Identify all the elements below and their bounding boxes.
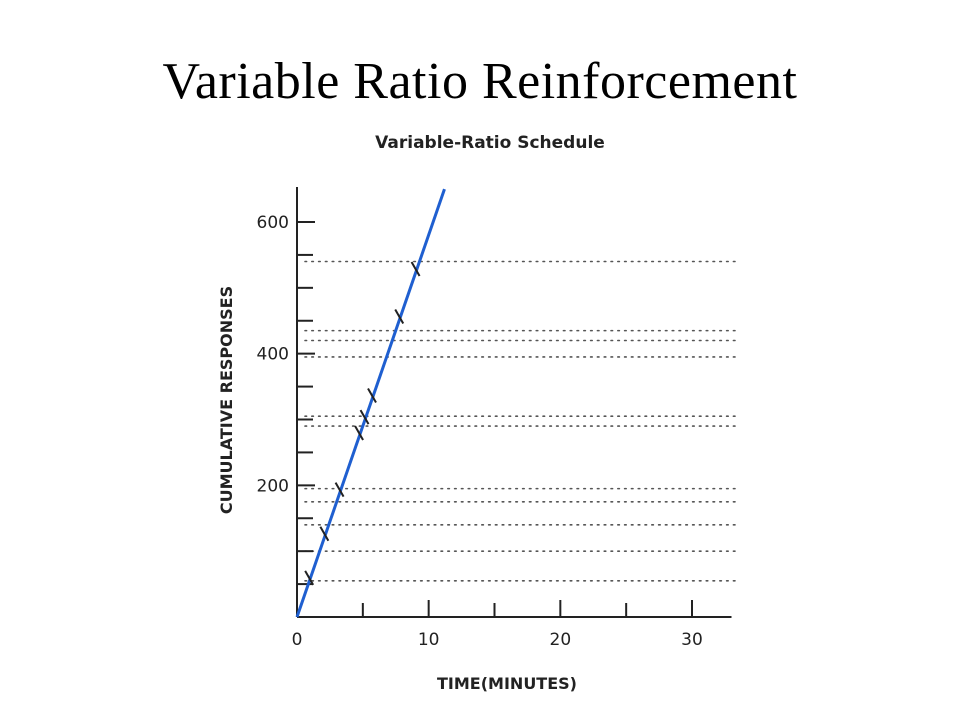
x-tick-label: 30 — [681, 630, 703, 650]
x-axis-label: TIME(MINUTES) — [437, 674, 577, 693]
chart-axes — [296, 187, 732, 618]
x-tick-label: 0 — [292, 630, 303, 650]
reinforcement-mark — [354, 425, 364, 441]
y-tick-label: 400 — [257, 345, 289, 365]
y-tick-label: 600 — [257, 213, 289, 233]
y-axis-label: CUMULATIVE RESPONSES — [217, 286, 236, 514]
chart-title: Variable-Ratio Schedule — [375, 133, 605, 153]
reinforcement-mark — [304, 570, 315, 586]
reinforcement-mark — [319, 526, 330, 542]
chart-series — [295, 188, 446, 618]
x-tick-label: 10 — [418, 630, 440, 650]
slide-title: Variable Ratio Reinforcement — [162, 53, 798, 110]
dotted-reference-lines — [304, 260, 741, 582]
reinforcement-mark — [334, 482, 345, 498]
x-tick-label: 20 — [550, 630, 572, 650]
reinforcement-mark — [367, 387, 377, 403]
reinforcement-mark — [394, 308, 405, 324]
reinforcement-mark — [410, 261, 421, 277]
reinforcement-mark — [359, 409, 370, 425]
y-tick-label: 200 — [257, 476, 289, 496]
reinforcement-marks — [304, 261, 421, 586]
axis-ticks: 200 400 600 0 10 20 30 — [257, 213, 703, 650]
cumulative-response-line — [295, 188, 446, 618]
